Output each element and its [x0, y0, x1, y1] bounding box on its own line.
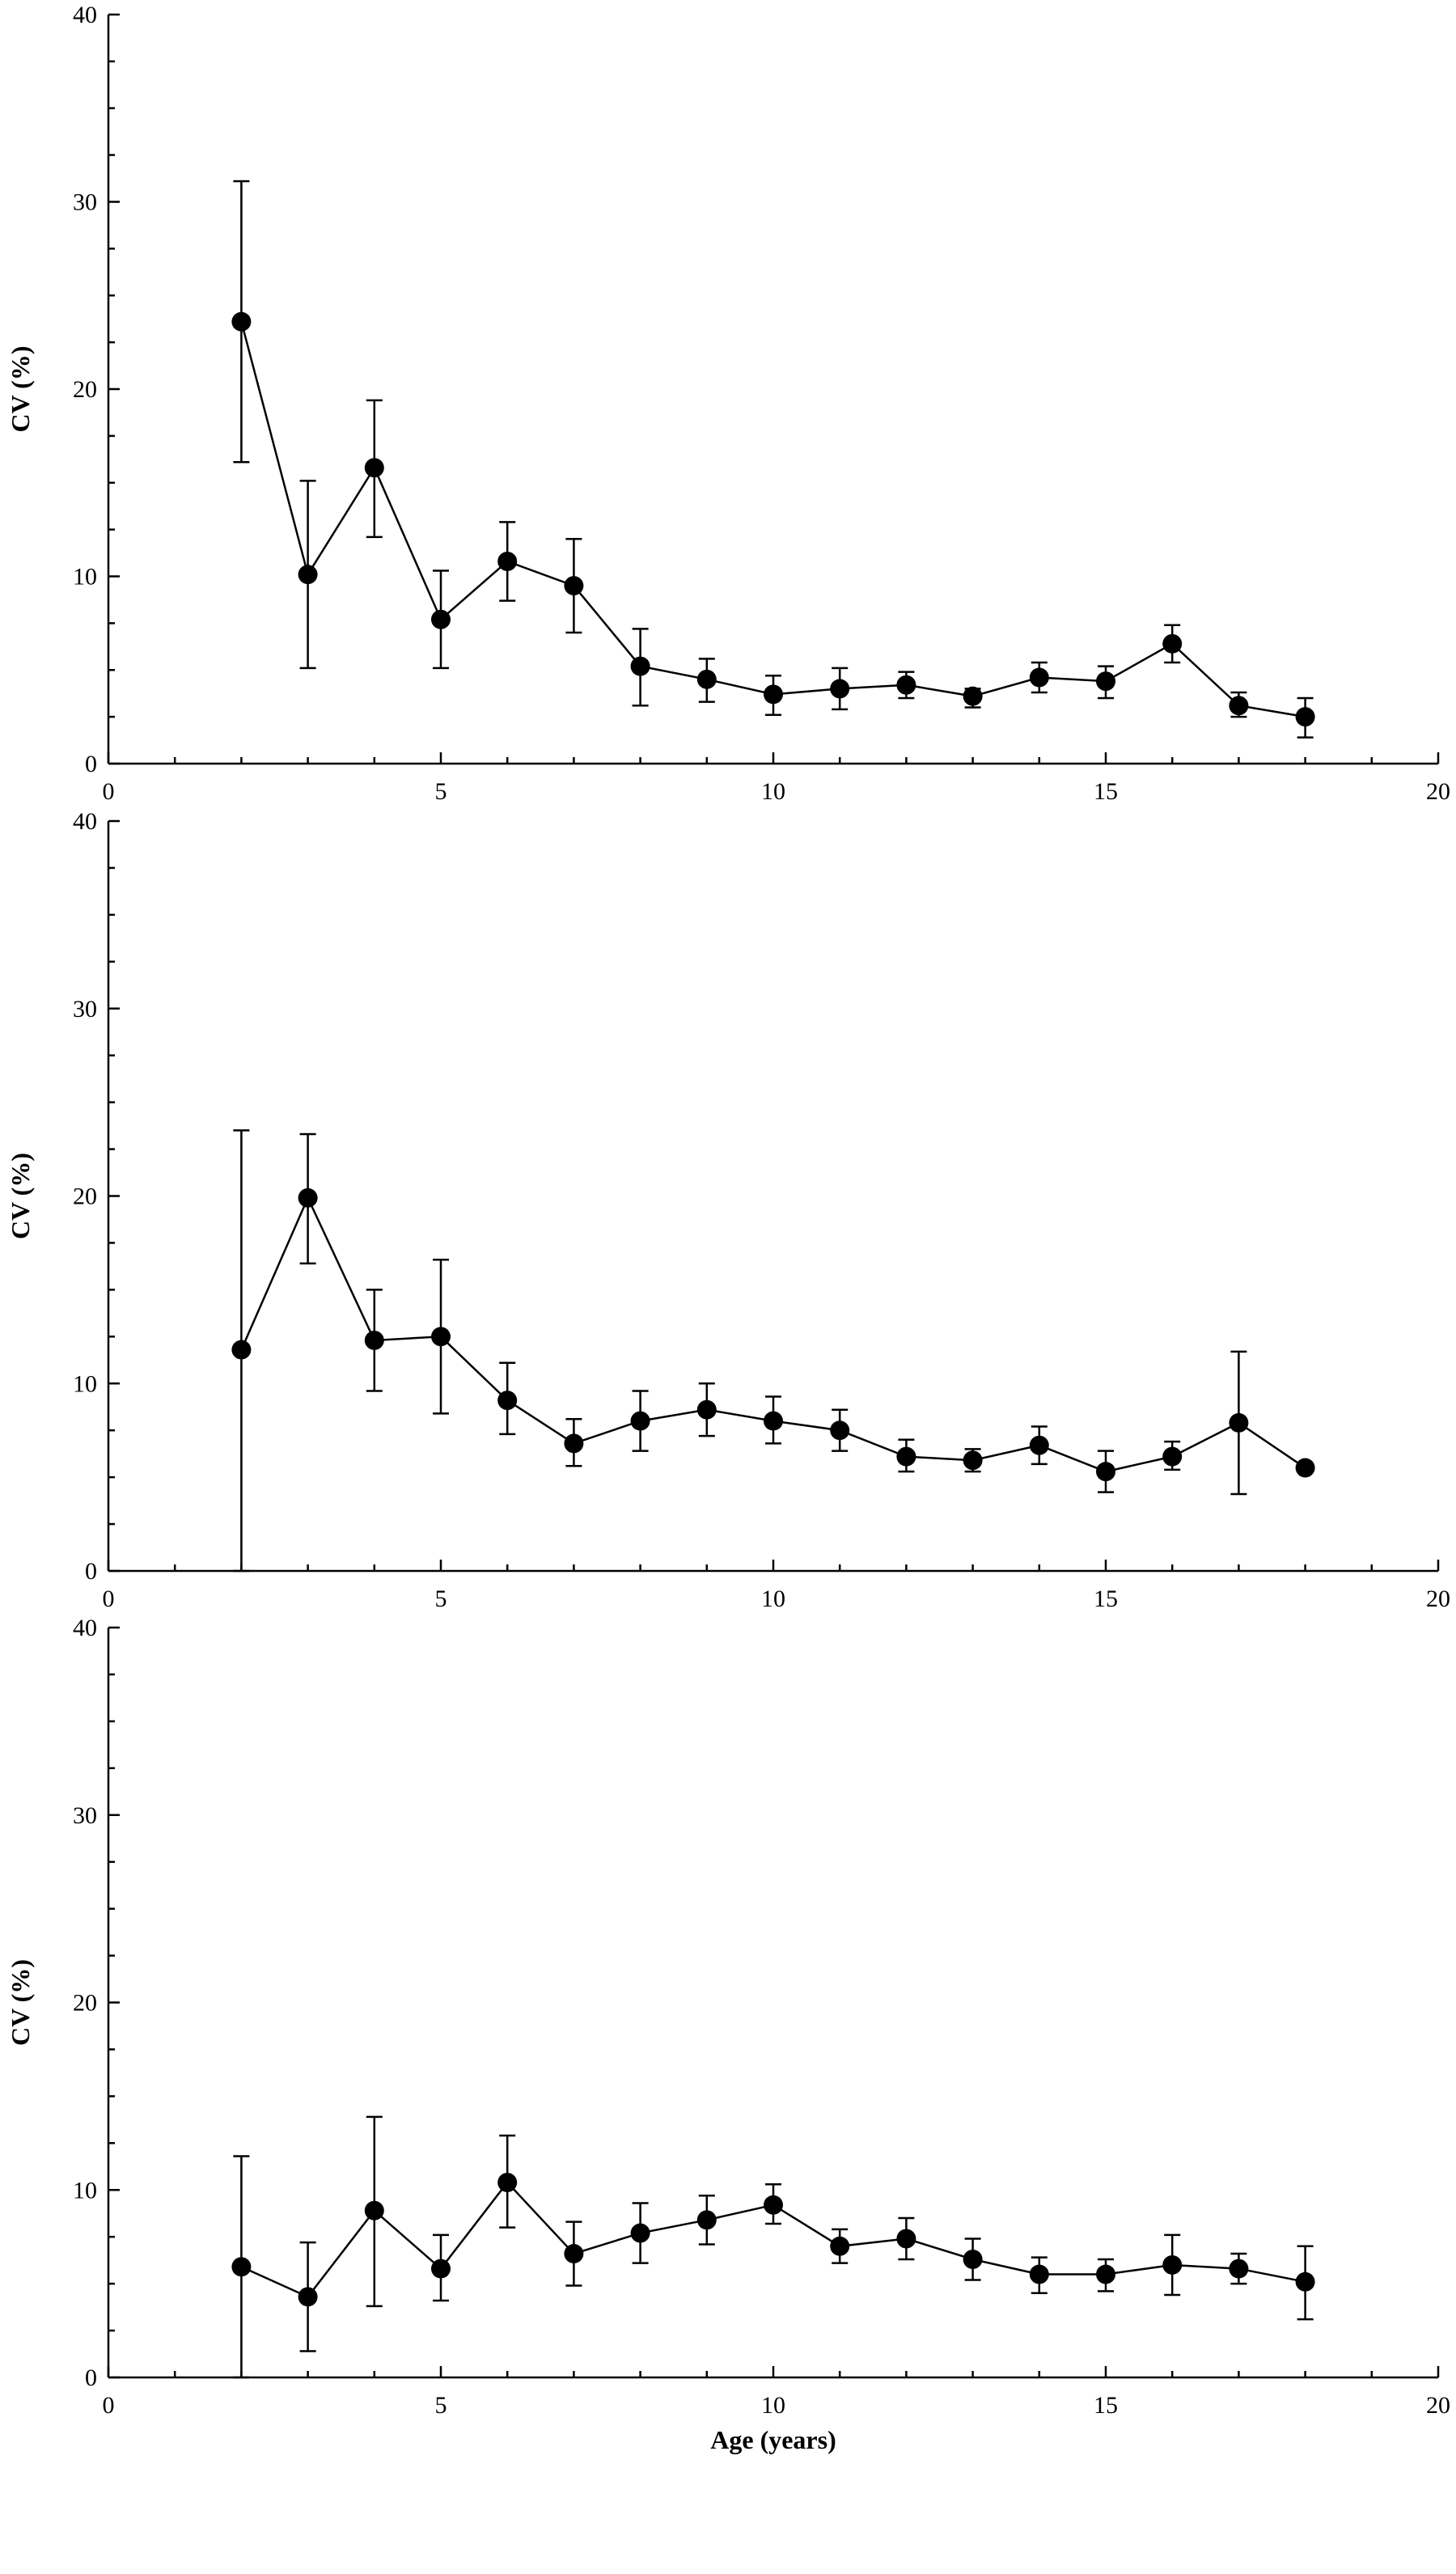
y-tick-label: 0 — [85, 2364, 97, 2391]
data-point — [764, 1411, 783, 1431]
data-point — [896, 1446, 916, 1467]
data-point — [1162, 2254, 1183, 2275]
data-point — [696, 669, 717, 689]
data-point — [1096, 671, 1115, 692]
data-point — [298, 565, 318, 585]
data-point — [830, 679, 850, 699]
y-tick-label: 20 — [73, 1990, 97, 2017]
data-point — [364, 1330, 384, 1350]
chart-panel-2: 0 10 20 30 40 0 5 10 15 20 CV (%) — [6, 808, 1450, 1612]
data-point — [431, 1327, 451, 1347]
series-line — [240, 321, 1306, 718]
data-point — [497, 2172, 518, 2192]
x-tick-label: 15 — [1094, 2392, 1118, 2419]
x-axis-title: Age (years) — [710, 2425, 836, 2454]
y-tick-label: 30 — [73, 996, 97, 1022]
data-point — [963, 686, 983, 706]
x-tick-label: 0 — [103, 778, 115, 805]
data-point — [830, 2236, 850, 2256]
data-point — [1229, 2259, 1249, 2279]
data-point — [1029, 1435, 1049, 1455]
data-point — [364, 458, 384, 478]
y-tick-label: 10 — [73, 1370, 97, 1397]
y-tick-label: 0 — [85, 1558, 97, 1585]
x-tick-label: 5 — [435, 1585, 447, 1612]
y-tick-label: 10 — [73, 2177, 97, 2204]
data-point — [1029, 667, 1049, 688]
y-axis-title: CV (%) — [6, 1959, 35, 2046]
data-point — [764, 684, 783, 705]
data-point — [1096, 1462, 1115, 1482]
data-point — [1229, 696, 1249, 716]
data-point — [1162, 1446, 1183, 1467]
y-tick-label: 40 — [73, 1615, 97, 1641]
y-tick-label: 10 — [73, 564, 97, 591]
data-point — [630, 2223, 650, 2243]
data-point — [564, 2244, 584, 2264]
data-point — [497, 551, 518, 571]
data-point — [298, 2287, 318, 2307]
chart-panel-3: 0 10 20 30 40 0 5 10 15 20 CV (%) Age (years) — [6, 1615, 1450, 2454]
y-axis-title: CV (%) — [6, 346, 35, 433]
x-tick-label: 0 — [103, 2392, 115, 2419]
x-tick-label: 15 — [1094, 778, 1118, 805]
data-point — [564, 1433, 584, 1454]
data-point — [231, 311, 252, 332]
data-point — [298, 1188, 318, 1208]
data-point — [431, 609, 451, 629]
x-tick-label: 10 — [761, 1585, 785, 1612]
x-tick-label: 10 — [761, 778, 785, 805]
data-point — [963, 2249, 983, 2269]
data-point — [896, 2229, 916, 2249]
x-tick-label: 0 — [103, 1585, 115, 1612]
data-point — [1229, 1412, 1249, 1433]
data-point — [630, 656, 650, 676]
data-point — [1295, 707, 1315, 727]
data-point — [1295, 2271, 1315, 2292]
data-point — [431, 2259, 451, 2279]
y-tick-label: 40 — [73, 808, 97, 835]
data-point — [497, 1391, 518, 1411]
x-tick-label: 5 — [435, 2392, 447, 2419]
data-point — [830, 1420, 850, 1441]
data-point — [630, 1411, 650, 1431]
x-tick-label: 20 — [1426, 778, 1450, 805]
y-tick-label: 40 — [73, 2, 97, 28]
y-tick-label: 30 — [73, 189, 97, 216]
data-point — [696, 1399, 717, 1420]
data-point — [1295, 1458, 1315, 1478]
data-point — [764, 2195, 783, 2215]
x-tick-label: 10 — [761, 2392, 785, 2419]
y-tick-label: 20 — [73, 1183, 97, 1210]
y-tick-label: 30 — [73, 1802, 97, 1829]
data-point — [1162, 633, 1183, 654]
data-point — [696, 2210, 717, 2230]
x-tick-label: 15 — [1094, 1585, 1118, 1612]
x-tick-label: 20 — [1426, 2392, 1450, 2419]
y-tick-label: 20 — [73, 376, 97, 403]
data-point — [1096, 2264, 1115, 2284]
data-point — [364, 2200, 384, 2220]
data-point — [231, 2257, 252, 2277]
y-axis-title: CV (%) — [6, 1153, 35, 1239]
y-tick-label: 0 — [85, 751, 97, 777]
data-point — [896, 675, 916, 695]
x-tick-label: 5 — [435, 778, 447, 805]
data-point — [564, 576, 584, 596]
data-point — [231, 1340, 252, 1360]
chart-panel-1: 0 10 20 30 40 0 5 10 15 20 CV (%) — [6, 2, 1450, 805]
x-tick-label: 20 — [1426, 1585, 1450, 1612]
data-point — [1029, 2264, 1049, 2284]
data-point — [963, 1450, 983, 1471]
